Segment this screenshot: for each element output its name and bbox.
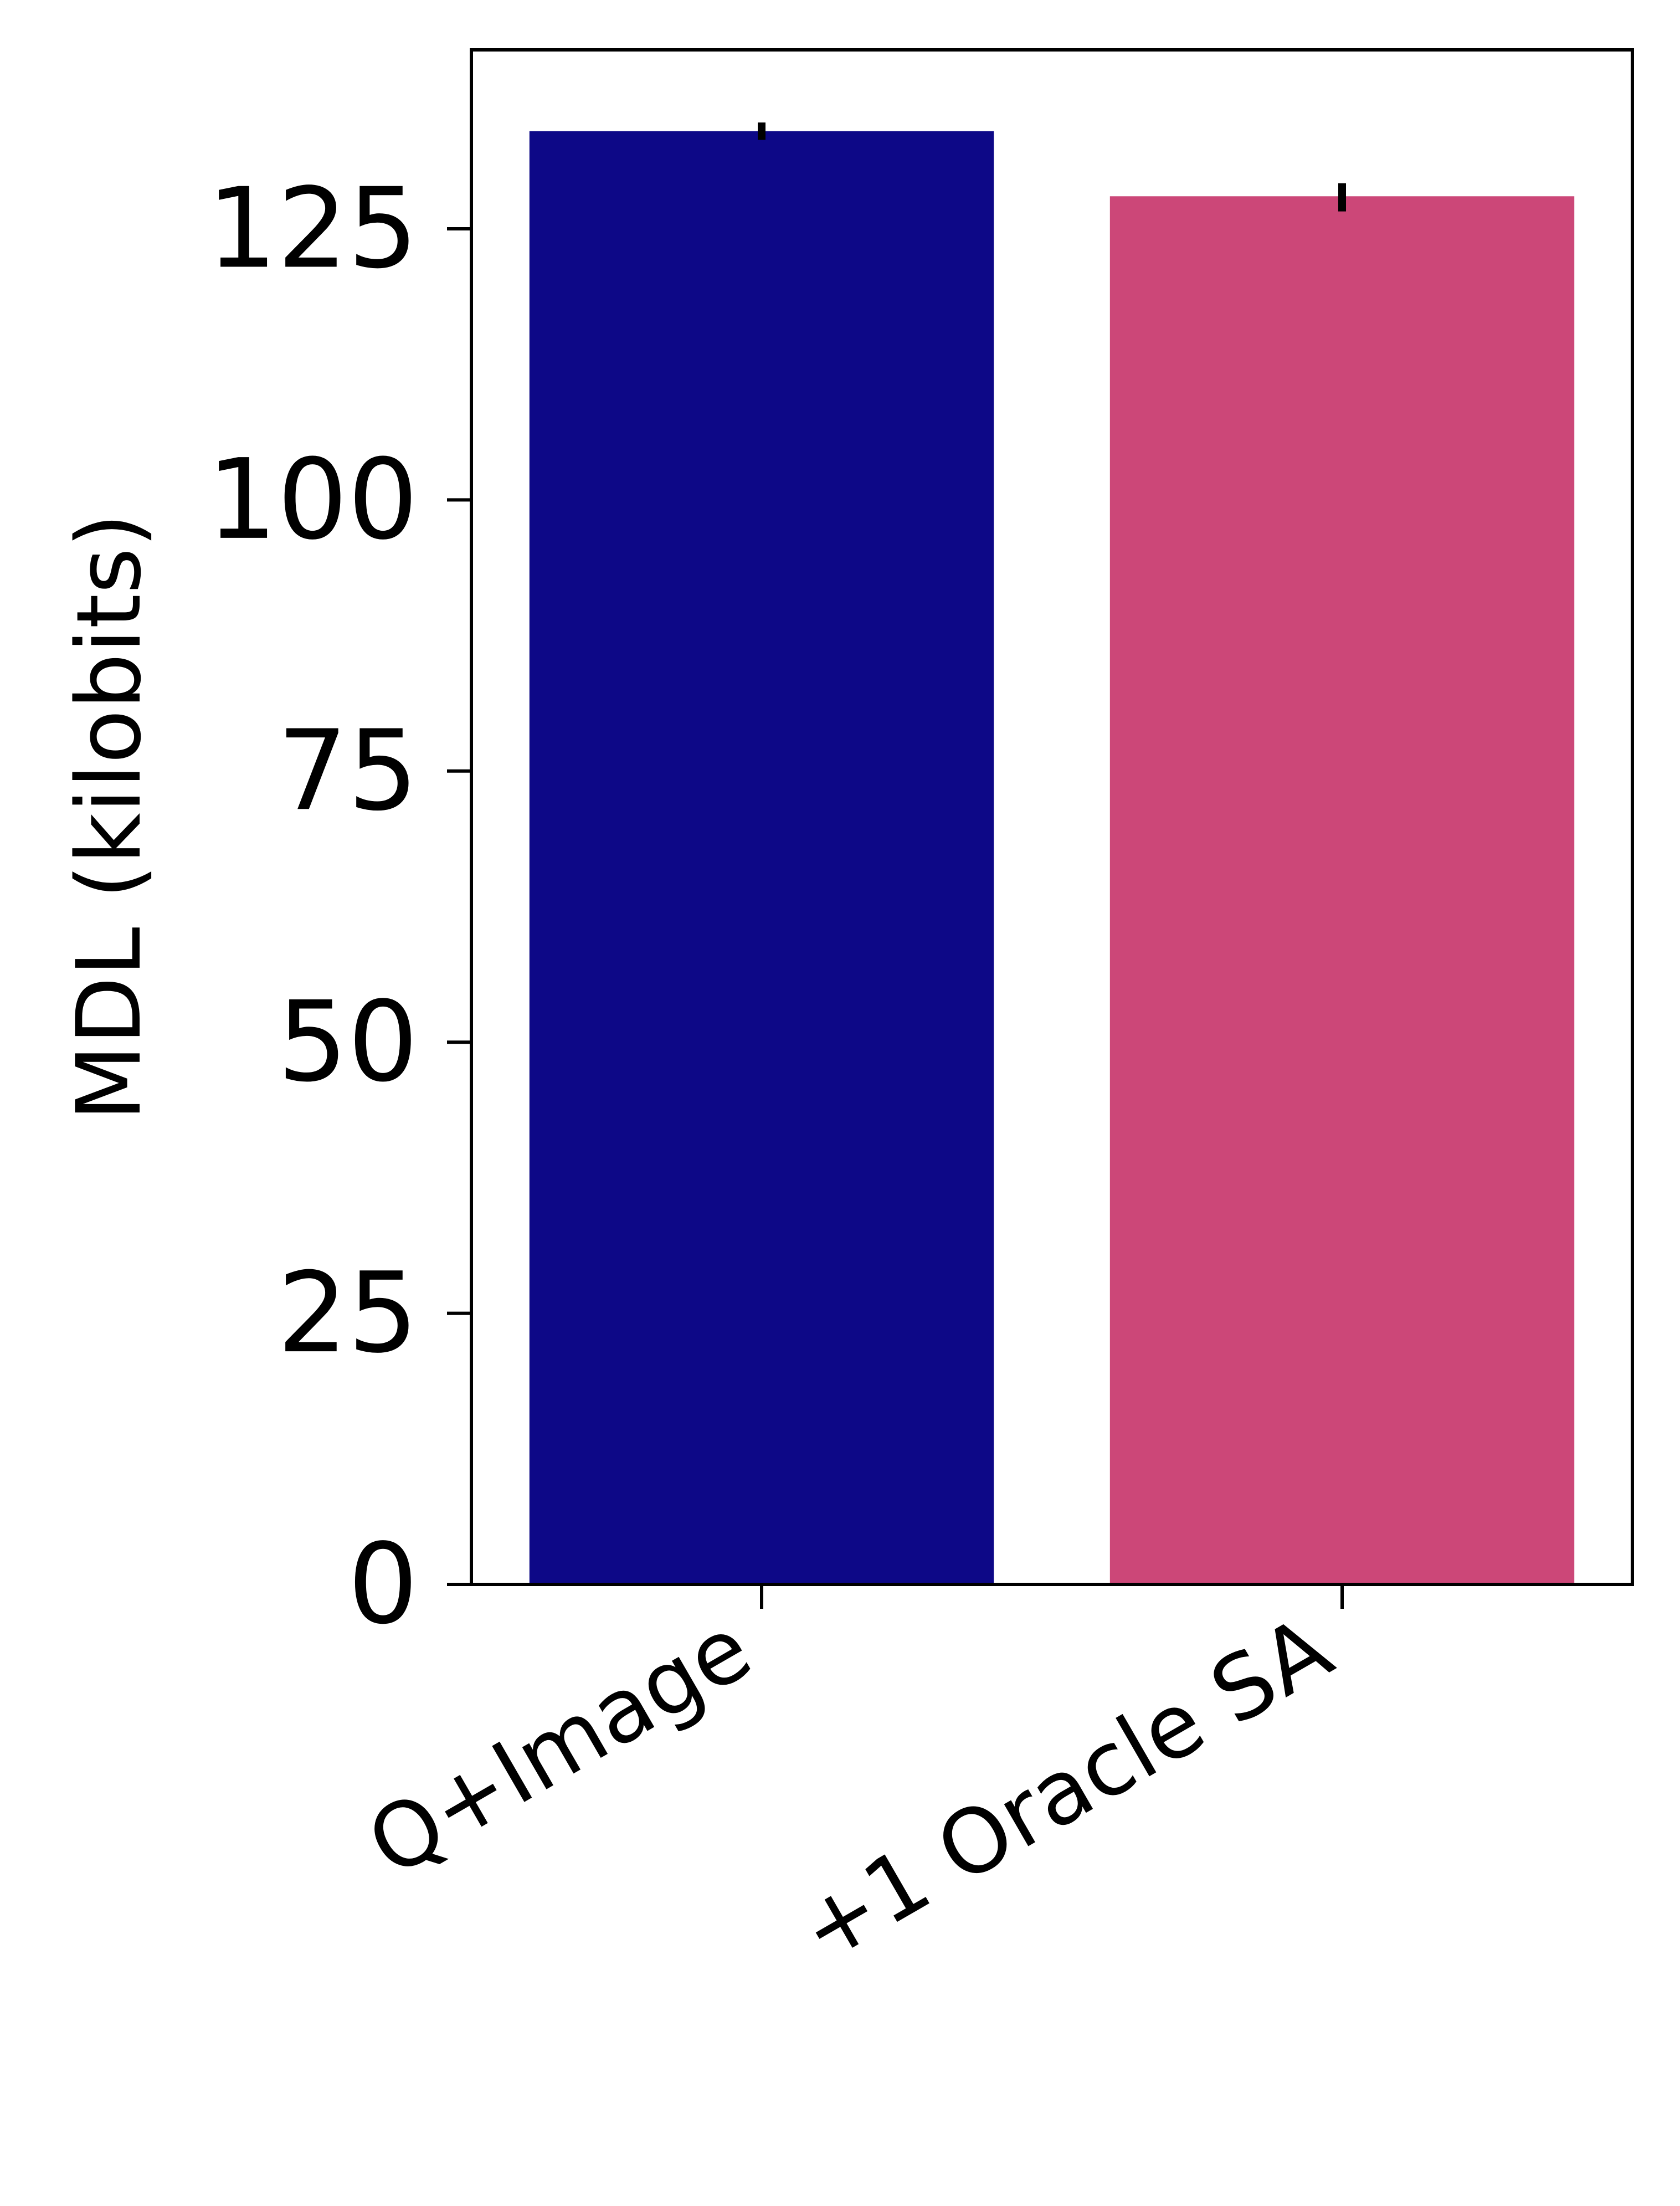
y-tick-label: 125 bbox=[207, 165, 418, 294]
y-axis-label: MDL (kilobits) bbox=[57, 513, 161, 1121]
y-axis-ticks: 0 25 50 75 100 125 bbox=[207, 165, 471, 1649]
plot-area-frame bbox=[470, 48, 1634, 1586]
y-tick-label: 50 bbox=[278, 978, 419, 1107]
y-tick-label: 100 bbox=[207, 435, 418, 565]
error-bars-layer bbox=[758, 122, 1346, 212]
y-tick-label: 25 bbox=[278, 1249, 419, 1378]
bar-1 bbox=[529, 131, 994, 1584]
bars-layer bbox=[529, 131, 1575, 1584]
y-tick-label: 0 bbox=[348, 1520, 418, 1649]
bar-2 bbox=[1109, 196, 1575, 1584]
y-tick-label: 75 bbox=[278, 706, 419, 835]
